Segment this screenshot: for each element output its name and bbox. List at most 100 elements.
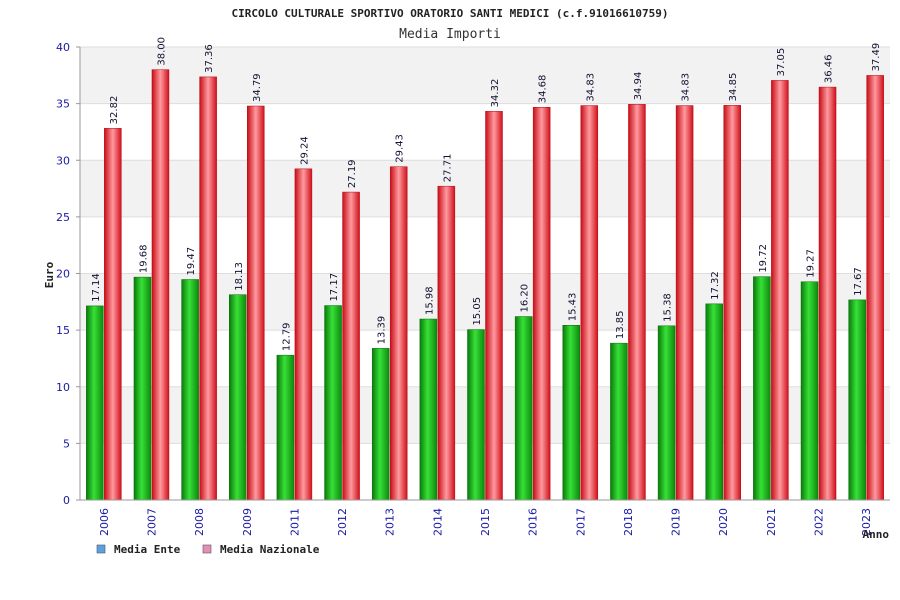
y-tick-label: 20 [56,268,70,281]
bar-media-ente-2019 [657,325,676,501]
x-tick-label: 2023 [860,508,873,536]
bar-media-ente-2011 [276,354,295,501]
data-label: 19.27 [806,249,817,278]
data-label: 17.67 [853,267,864,296]
bar-media-nazionale-2006 [104,128,122,501]
chart-title: CIRCOLO CULTURALE SPORTIVO ORATORIO SANT… [231,7,668,20]
data-label: 15.43 [567,293,578,322]
bar-media-ente-2012 [324,305,342,501]
x-tick-label: 2008 [193,508,206,536]
data-labels: 17.14 32.82 19.68 38.00 19.47 37.36 18.13 34.79… [91,37,882,351]
y-axis-label: Euro [43,261,56,288]
x-tick-label: 2017 [574,508,587,536]
bar-media-nazionale-2011 [294,168,313,501]
bar-media-nazionale-2012 [342,191,360,501]
data-label: 15.98 [424,286,435,315]
bar-media-nazionale-2009 [247,105,265,501]
data-label: 16.20 [520,284,531,313]
data-label: 19.68 [138,244,149,273]
bar-media-nazionale-2014 [437,185,456,501]
data-label: 34.83 [681,73,692,102]
data-label: 36.46 [824,54,835,83]
x-tick-label: 2011 [288,508,301,536]
bar-media-nazionale-2019 [675,105,694,501]
y-tick-label: 15 [56,324,70,337]
data-label: 38.00 [156,37,167,66]
data-label: 32.82 [109,96,120,125]
bar-media-nazionale-2007 [151,69,170,501]
x-tick-label: 2019 [670,508,683,536]
x-tick-label: 2018 [622,508,635,536]
data-label: 27.19 [347,159,358,188]
x-axis-label: Anno [863,528,890,541]
data-label: 19.47 [186,247,197,276]
x-tick-label: 2009 [241,508,254,536]
data-label: 29.43 [395,134,406,163]
bar-media-nazionale-2015 [485,111,503,501]
y-tick-label: 25 [56,211,70,224]
bar-media-nazionale-2022 [818,86,837,501]
data-label: 18.13 [234,262,245,291]
data-label: 34.85 [728,73,739,102]
bar-media-nazionale-2023 [866,75,884,501]
bar-media-ente-2022 [800,281,819,501]
x-tick-label: 2006 [98,508,111,536]
bar-media-ente-2023 [848,299,866,501]
x-tick-label: 2016 [527,508,540,536]
y-tick-label: 40 [56,41,70,54]
bar-media-nazionale-2020 [723,105,741,501]
data-label: 27.71 [442,154,453,183]
bar-media-nazionale-2013 [389,166,408,501]
data-label: 19.72 [758,244,769,273]
data-label: 34.79 [252,73,263,102]
y-tick-label: 30 [56,154,70,167]
legend-label: Media Ente [114,543,181,556]
y-axis-ticks: 0 5 10 15 20 25 30 35 40 [56,41,80,507]
x-tick-label: 2007 [145,508,158,536]
data-label: 34.94 [633,72,644,101]
x-tick-label: 2021 [765,508,778,536]
x-tick-label: 2015 [479,508,492,536]
bar-media-ente-2009 [229,294,247,501]
data-label: 12.79 [281,323,292,352]
bar-media-ente-2021 [753,276,771,501]
bar-media-ente-2020 [705,303,723,501]
bar-media-ente-2007 [133,276,152,501]
bar-media-ente-2016 [514,316,533,501]
bar-media-ente-2015 [467,329,485,501]
data-label: 13.85 [615,311,626,340]
y-tick-label: 35 [56,98,70,111]
legend-swatch [96,544,106,554]
y-tick-label: 5 [63,437,70,450]
data-label: 34.68 [538,75,549,104]
legend-swatch [202,544,212,554]
y-tick-label: 10 [56,381,70,394]
y-tick-label: 0 [63,494,70,507]
data-label: 37.49 [871,43,882,72]
data-label: 17.32 [710,271,721,300]
bar-media-nazionale-2016 [532,106,551,501]
legend: Media Ente Media Nazionale [96,543,320,556]
data-label: 34.32 [490,79,501,108]
legend-label: Media Nazionale [220,543,320,556]
data-label: 15.38 [663,293,674,322]
bar-media-nazionale-2018 [628,104,646,501]
x-axis-ticks: 2006 2007 2008 2009 2011 2012 2013 2014 2015 2016… [98,508,873,536]
bar-media-ente-2008 [181,279,199,501]
data-label: 29.24 [299,136,310,165]
data-label: 13.39 [377,316,388,345]
data-label: 37.05 [776,48,787,77]
data-label: 17.17 [329,273,340,302]
bar-media-ente-2013 [371,348,390,501]
x-tick-label: 2012 [336,508,349,536]
data-label: 17.14 [91,273,102,302]
bar-media-ente-2018 [610,342,628,501]
data-label: 34.83 [585,73,596,102]
bar-media-ente-2017 [562,325,581,501]
bar-media-ente-2006 [86,305,104,501]
data-label: 37.36 [204,44,215,73]
x-tick-label: 2013 [384,508,397,536]
data-label: 15.05 [472,297,483,326]
bar-media-nazionale-2017 [580,105,599,501]
